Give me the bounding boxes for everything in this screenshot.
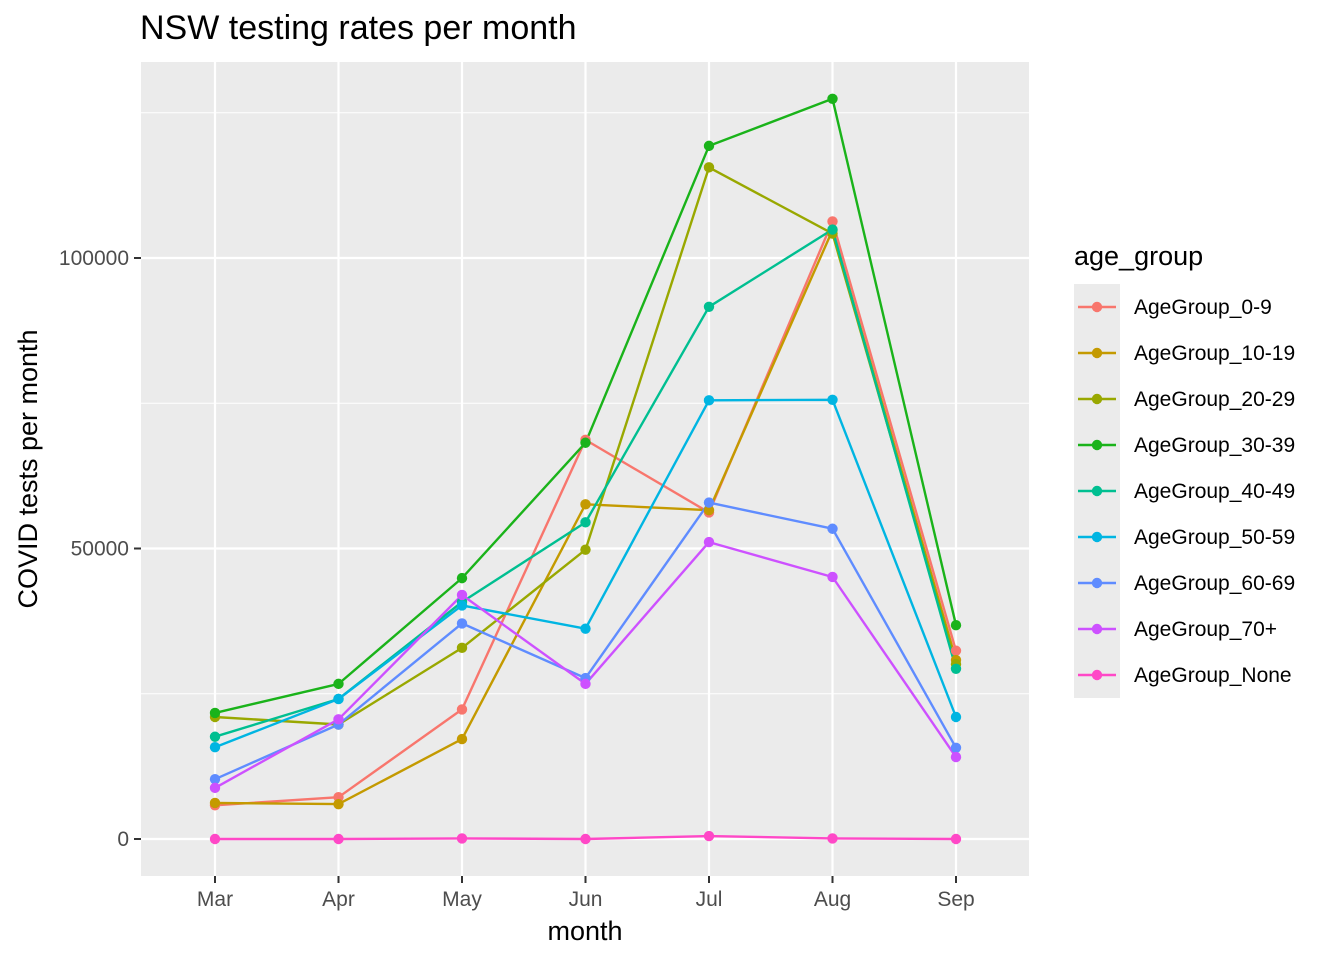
legend-item: AgeGroup_70+ <box>1074 606 1277 652</box>
legend-key-point <box>1091 531 1103 543</box>
legend-item: AgeGroup_20-29 <box>1074 376 1295 422</box>
data-point-AgeGroup_60-69-Sep <box>950 742 962 753</box>
data-point-AgeGroup_50-59-Jul <box>703 395 715 406</box>
x-tick-label: Jul <box>696 888 723 911</box>
data-point-AgeGroup_40-49-Aug <box>827 224 838 235</box>
data-point-AgeGroup_60-69-Jul <box>703 497 715 508</box>
x-axis: Mar Apr May Jun Jul Aug Sep <box>197 876 975 911</box>
data-point-AgeGroup_10-19-May <box>456 733 468 745</box>
data-point-AgeGroup_0-9-Sep <box>950 645 962 656</box>
legend-items: AgeGroup_0-9 AgeGroup_10-19 AgeGroup_20-29… <box>1074 284 1295 698</box>
data-point-AgeGroup_30-39-May <box>456 572 468 584</box>
data-point-AgeGroup_None-Apr <box>333 833 344 845</box>
legend-item: AgeGroup_40-49 <box>1074 468 1295 514</box>
data-point-AgeGroup_20-29-Jul <box>703 162 715 173</box>
data-point-AgeGroup_50-59-Jun <box>580 623 591 634</box>
series-points <box>209 93 962 845</box>
y-tick-label: 50000 <box>71 538 129 561</box>
legend-key-point <box>1091 347 1103 359</box>
data-point-AgeGroup_70+-Jul <box>703 536 715 548</box>
data-point-AgeGroup_40-49-Jul <box>703 301 715 313</box>
data-point-AgeGroup_70+-Apr <box>333 714 344 725</box>
legend-label: AgeGroup_10-19 <box>1134 342 1295 365</box>
x-tick-label: Mar <box>197 888 233 911</box>
data-point-AgeGroup_None-Jul <box>703 830 715 842</box>
legend-item: AgeGroup_30-39 <box>1074 422 1295 468</box>
y-axis: 0 50000 100000 <box>59 247 141 851</box>
legend-label: AgeGroup_40-49 <box>1134 480 1295 503</box>
data-point-AgeGroup_20-29-Jun <box>580 544 591 555</box>
legend-item: AgeGroup_None <box>1074 652 1292 698</box>
data-point-AgeGroup_60-69-Aug <box>827 523 838 534</box>
data-point-AgeGroup_40-49-Jun <box>580 517 591 528</box>
legend-key-point <box>1091 577 1103 589</box>
legend-item: AgeGroup_0-9 <box>1074 284 1272 330</box>
data-point-AgeGroup_30-39-Mar <box>209 707 221 719</box>
chart-title: NSW testing rates per month <box>140 9 577 47</box>
data-point-AgeGroup_70+-Mar <box>209 782 221 794</box>
legend-key-point <box>1091 485 1103 497</box>
data-point-AgeGroup_50-59-Sep <box>950 711 962 723</box>
data-point-AgeGroup_70+-Sep <box>950 751 962 763</box>
data-point-AgeGroup_30-39-Jul <box>703 140 715 152</box>
data-point-AgeGroup_60-69-Mar <box>209 773 221 785</box>
legend-key-point <box>1091 669 1103 681</box>
x-tick-label: Aug <box>814 888 851 911</box>
legend-title: age_group <box>1074 241 1203 271</box>
data-point-AgeGroup_50-59-Mar <box>209 742 221 753</box>
legend-key-point <box>1091 301 1103 313</box>
data-point-AgeGroup_60-69-May <box>456 618 468 629</box>
data-point-AgeGroup_None-May <box>456 833 468 844</box>
legend: age_group AgeGroup_0-9AgeGroup_10-19AgeG… <box>1074 241 1295 698</box>
legend-label: AgeGroup_None <box>1134 664 1292 687</box>
legend-item: AgeGroup_50-59 <box>1074 514 1295 560</box>
legend-label: AgeGroup_60-69 <box>1134 572 1295 595</box>
data-point-AgeGroup_10-19-Apr <box>333 798 344 810</box>
y-axis-title: COVID tests per month <box>13 329 43 608</box>
legend-label: AgeGroup_30-39 <box>1134 434 1295 457</box>
data-point-AgeGroup_50-59-Aug <box>827 394 838 405</box>
data-point-AgeGroup_70+-May <box>456 589 468 601</box>
x-axis-title: month <box>547 916 622 946</box>
data-point-AgeGroup_50-59-May <box>456 600 468 611</box>
data-point-AgeGroup_30-39-Jun <box>580 437 591 448</box>
data-point-AgeGroup_70+-Aug <box>827 571 838 583</box>
legend-label: AgeGroup_20-29 <box>1134 388 1295 411</box>
legend-key-point <box>1091 393 1103 405</box>
data-point-AgeGroup_10-19-Jun <box>580 499 591 510</box>
x-tick-label: Jun <box>569 888 603 911</box>
data-point-AgeGroup_0-9-Aug <box>827 216 838 227</box>
data-point-AgeGroup_10-19-Mar <box>209 797 221 809</box>
data-point-AgeGroup_70+-Jun <box>580 678 591 690</box>
data-point-AgeGroup_0-9-May <box>456 704 468 715</box>
data-point-AgeGroup_None-Jun <box>580 833 591 845</box>
data-point-AgeGroup_40-49-Mar <box>209 731 221 742</box>
legend-key-point <box>1091 623 1103 635</box>
x-tick-label: Sep <box>937 888 974 911</box>
legend-item: AgeGroup_10-19 <box>1074 330 1295 376</box>
legend-label: AgeGroup_70+ <box>1134 618 1277 641</box>
data-point-AgeGroup_None-Aug <box>827 833 838 844</box>
legend-label: AgeGroup_0-9 <box>1134 296 1272 319</box>
legend-label: AgeGroup_50-59 <box>1134 526 1295 549</box>
data-point-AgeGroup_10-19-Jul <box>703 504 715 516</box>
x-tick-label: Apr <box>322 888 355 911</box>
data-point-AgeGroup_30-39-Aug <box>827 93 838 105</box>
y-tick-label: 0 <box>117 828 129 851</box>
data-point-AgeGroup_20-29-May <box>456 642 468 654</box>
legend-item: AgeGroup_60-69 <box>1074 560 1295 606</box>
data-point-AgeGroup_30-39-Sep <box>950 619 962 631</box>
data-point-AgeGroup_50-59-Apr <box>333 693 344 705</box>
data-point-AgeGroup_None-Sep <box>950 833 962 845</box>
data-point-AgeGroup_None-Mar <box>209 833 221 845</box>
x-tick-label: May <box>442 888 482 911</box>
legend-key-point <box>1091 439 1103 451</box>
y-tick-label: 100000 <box>59 247 129 270</box>
data-point-AgeGroup_40-49-Sep <box>950 663 962 674</box>
data-point-AgeGroup_30-39-Apr <box>333 678 344 690</box>
